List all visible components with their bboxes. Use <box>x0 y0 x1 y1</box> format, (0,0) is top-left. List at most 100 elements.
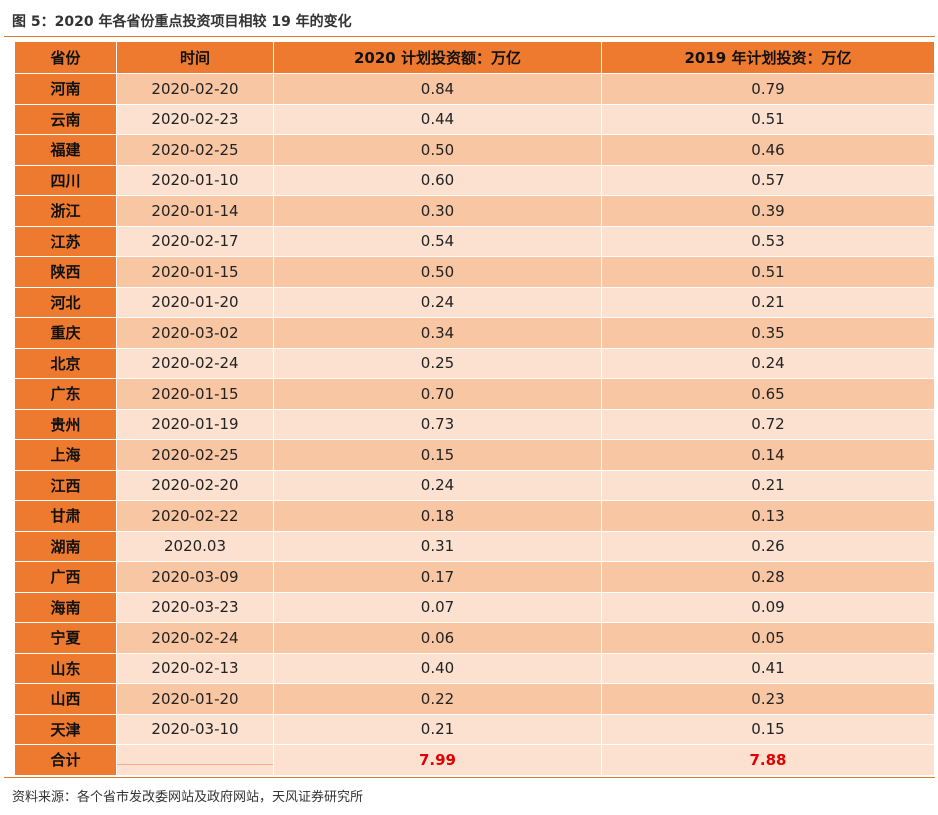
province-cell: 山西 <box>14 683 117 715</box>
table-row: 广西 2020-03-09 0.17 0.28 <box>14 561 935 593</box>
province-cell: 福建 <box>14 134 117 166</box>
table-row: 上海 2020-02-25 0.15 0.14 <box>14 439 935 471</box>
plan-2020-cell: 0.25 <box>273 347 602 379</box>
plan-2020-cell: 0.70 <box>273 378 602 410</box>
plan-2019-cell: 0.05 <box>601 622 935 654</box>
plan-2019-cell: 0.51 <box>601 103 935 135</box>
table-row: 河北 2020-01-20 0.24 0.21 <box>14 286 935 318</box>
date-cell: 2020-03-09 <box>116 561 274 593</box>
date-cell: 2020-02-20 <box>116 469 274 501</box>
date-cell: 2020-02-13 <box>116 652 274 684</box>
date-cell: 2020-02-24 <box>116 347 274 379</box>
table-row: 海南 2020-03-23 0.07 0.09 <box>14 591 935 623</box>
table-row: 江西 2020-02-20 0.24 0.21 <box>14 469 935 501</box>
plan-2019-cell: 0.57 <box>601 164 935 196</box>
date-cell: 2020-01-20 <box>116 683 274 715</box>
header-province: 省份 <box>14 41 117 74</box>
province-cell: 云南 <box>14 103 117 135</box>
table-row: 陕西 2020-01-15 0.50 0.51 <box>14 256 935 288</box>
province-cell: 贵州 <box>14 408 117 440</box>
date-cell: 2020-02-17 <box>116 225 274 257</box>
date-cell: 2020-01-15 <box>116 256 274 288</box>
table-row: 云南 2020-02-23 0.44 0.51 <box>14 103 935 135</box>
plan-2020-cell: 0.34 <box>273 317 602 349</box>
plan-2019-cell: 0.35 <box>601 317 935 349</box>
plan-2019-cell: 0.15 <box>601 713 935 745</box>
province-cell: 四川 <box>14 164 117 196</box>
plan-2019-cell: 0.09 <box>601 591 935 623</box>
date-cell: 2020-02-24 <box>116 622 274 654</box>
bottom-divider <box>4 777 935 778</box>
plan-2020-cell: 0.22 <box>273 683 602 715</box>
figure-title: 图 5：2020 年各省份重点投资项目相较 19 年的变化 <box>12 14 352 30</box>
province-cell: 河北 <box>14 286 117 318</box>
total-date-empty <box>116 744 274 776</box>
plan-2020-cell: 0.60 <box>273 164 602 196</box>
date-cell: 2020-02-20 <box>116 73 274 105</box>
table-row: 山西 2020-01-20 0.22 0.23 <box>14 683 935 715</box>
province-cell: 陕西 <box>14 256 117 288</box>
plan-2020-cell: 0.21 <box>273 713 602 745</box>
province-cell: 北京 <box>14 347 117 379</box>
source-note: 资料来源：各个省市发改委网站及政府网站，天风证券研究所 <box>12 790 364 805</box>
province-cell: 河南 <box>14 73 117 105</box>
table-row: 宁夏 2020-02-24 0.06 0.05 <box>14 622 935 654</box>
date-cell: 2020-02-23 <box>116 103 274 135</box>
total-plan-2020: 7.99 <box>273 744 602 776</box>
plan-2020-cell: 0.24 <box>273 286 602 318</box>
date-cell: 2020-01-15 <box>116 378 274 410</box>
plan-2020-cell: 0.07 <box>273 591 602 623</box>
plan-2020-cell: 0.30 <box>273 195 602 227</box>
table-row: 福建 2020-02-25 0.50 0.46 <box>14 134 935 166</box>
plan-2020-cell: 0.15 <box>273 439 602 471</box>
plan-2019-cell: 0.79 <box>601 73 935 105</box>
plan-2020-cell: 0.54 <box>273 225 602 257</box>
plan-2020-cell: 0.17 <box>273 561 602 593</box>
header-date: 时间 <box>116 41 274 74</box>
province-cell: 重庆 <box>14 317 117 349</box>
total-label: 合计 <box>14 744 117 776</box>
province-cell: 江苏 <box>14 225 117 257</box>
date-cell: 2020-01-10 <box>116 164 274 196</box>
header-plan-2019: 2019 年计划投资：万亿 <box>601 41 935 74</box>
plan-2019-cell: 0.21 <box>601 286 935 318</box>
table-row: 贵州 2020-01-19 0.73 0.72 <box>14 408 935 440</box>
province-cell: 山东 <box>14 652 117 684</box>
table-row: 广东 2020-01-15 0.70 0.65 <box>14 378 935 410</box>
province-cell: 甘肃 <box>14 500 117 532</box>
plan-2019-cell: 0.72 <box>601 408 935 440</box>
plan-2020-cell: 0.50 <box>273 134 602 166</box>
plan-2019-cell: 0.13 <box>601 500 935 532</box>
plan-2019-cell: 0.46 <box>601 134 935 166</box>
table-row: 甘肃 2020-02-22 0.18 0.13 <box>14 500 935 532</box>
table-row: 浙江 2020-01-14 0.30 0.39 <box>14 195 935 227</box>
date-cell: 2020-01-19 <box>116 408 274 440</box>
table-row: 四川 2020-01-10 0.60 0.57 <box>14 164 935 196</box>
plan-2020-cell: 0.31 <box>273 530 602 562</box>
plan-2020-cell: 0.18 <box>273 500 602 532</box>
plan-2019-cell: 0.23 <box>601 683 935 715</box>
date-cell: 2020-03-23 <box>116 591 274 623</box>
plan-2020-cell: 0.40 <box>273 652 602 684</box>
table-row: 天津 2020-03-10 0.21 0.15 <box>14 713 935 745</box>
top-divider <box>4 36 935 37</box>
date-cell: 2020-03-02 <box>116 317 274 349</box>
plan-2019-cell: 0.41 <box>601 652 935 684</box>
plan-2020-cell: 0.73 <box>273 408 602 440</box>
investment-table: 省份 时间 2020 计划投资额：万亿 2019 年计划投资：万亿 河南 2020… <box>14 41 935 776</box>
province-cell: 天津 <box>14 713 117 745</box>
plan-2020-cell: 0.44 <box>273 103 602 135</box>
province-cell: 广东 <box>14 378 117 410</box>
date-cell: 2020-02-22 <box>116 500 274 532</box>
plan-2019-cell: 0.26 <box>601 530 935 562</box>
table-row: 山东 2020-02-13 0.40 0.41 <box>14 652 935 684</box>
plan-2019-cell: 0.53 <box>601 225 935 257</box>
plan-2020-cell: 0.50 <box>273 256 602 288</box>
plan-2020-cell: 0.24 <box>273 469 602 501</box>
table-row: 河南 2020-02-20 0.84 0.79 <box>14 73 935 105</box>
province-cell: 湖南 <box>14 530 117 562</box>
date-cell: 2020-01-14 <box>116 195 274 227</box>
province-cell: 广西 <box>14 561 117 593</box>
plan-2019-cell: 0.24 <box>601 347 935 379</box>
province-cell: 上海 <box>14 439 117 471</box>
